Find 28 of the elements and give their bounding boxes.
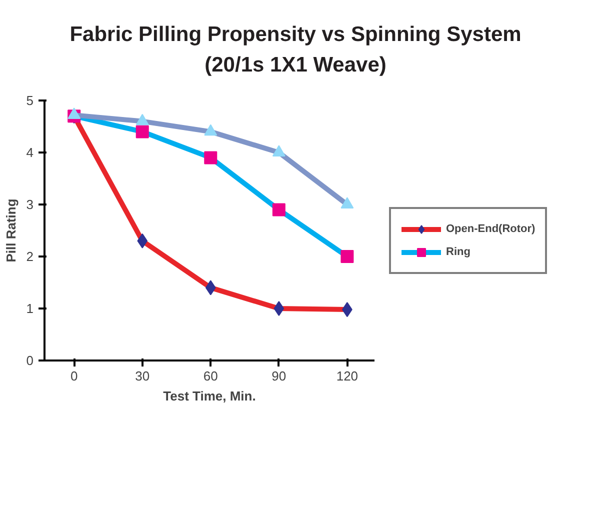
y-tick-label: 1	[26, 301, 34, 316]
x-tick-label: 120	[336, 368, 358, 384]
x-tick-label: 90	[272, 368, 286, 384]
point	[340, 250, 354, 263]
y-tick-label: 3	[26, 197, 34, 212]
point	[68, 108, 81, 120]
x-tick-label: 60	[203, 368, 218, 384]
x-tick-label: 0	[70, 368, 78, 384]
point	[274, 301, 284, 316]
chart-title: Fabric Pilling Propensity vs Spinning System (20/1s 1X1 Weave)	[70, 22, 522, 77]
point	[204, 151, 218, 164]
legend-label: Ring	[446, 246, 470, 258]
y-axis-title: Pill Rating	[3, 198, 18, 262]
point	[272, 203, 286, 216]
x-axis-title: Test Time, Min.	[163, 388, 256, 404]
point	[205, 280, 216, 296]
legend-label: Open-End(Rotor)	[446, 223, 536, 235]
y-tick-label: 4	[26, 145, 34, 160]
point	[136, 114, 149, 126]
x-tick-label: 30	[135, 368, 150, 384]
point	[340, 197, 354, 208]
point	[204, 124, 218, 136]
y-tick-label: 2	[26, 249, 34, 264]
y-tick-label: 5	[26, 93, 34, 108]
point	[137, 233, 148, 248]
point	[272, 145, 286, 156]
point	[136, 125, 149, 138]
y-tick-label: 0	[26, 353, 34, 368]
